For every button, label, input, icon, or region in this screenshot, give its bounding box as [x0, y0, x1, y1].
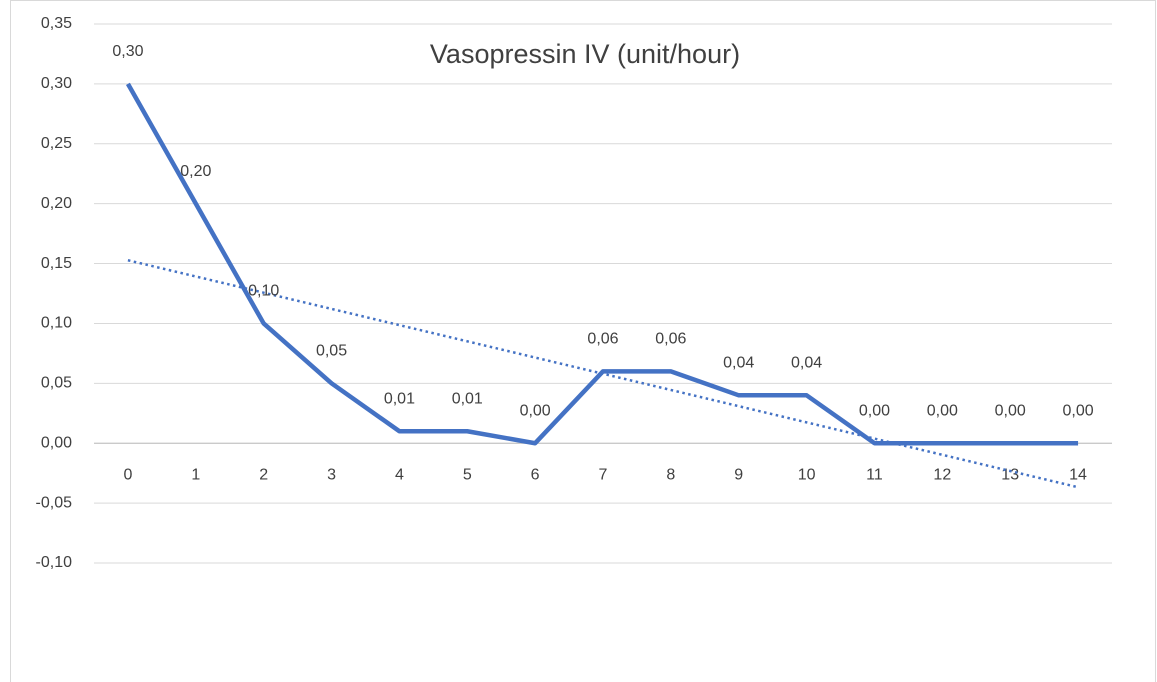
y-tick-label: 0,20	[41, 195, 72, 212]
x-tick-label: 7	[599, 466, 608, 483]
x-tick-label: 4	[395, 466, 404, 483]
y-tick-label: -0,05	[36, 494, 73, 511]
data-label: 0,04	[723, 355, 754, 372]
data-label: 0,00	[995, 402, 1026, 419]
data-label: 0,05	[316, 343, 347, 360]
y-tick-label: -0,10	[36, 554, 73, 571]
y-tick-label: 0,30	[41, 75, 72, 92]
x-tick-label: 9	[734, 466, 743, 483]
x-tick-label: 11	[866, 466, 883, 483]
x-tick-label: 2	[259, 466, 268, 483]
data-label: 0,00	[859, 402, 890, 419]
data-label: 0,04	[791, 355, 822, 372]
data-label: 0,01	[452, 390, 483, 407]
data-label: 0,20	[180, 163, 211, 180]
data-label: 0,30	[112, 43, 143, 60]
x-tick-label: 6	[531, 466, 540, 483]
y-tick-label: 0,35	[41, 15, 72, 32]
y-tick-label: 0,05	[41, 375, 72, 392]
data-label: 0,06	[655, 331, 686, 348]
data-label: 0,06	[587, 331, 618, 348]
y-tick-label: 0,10	[41, 315, 72, 332]
chart-frame	[10, 0, 1156, 682]
data-label: 0,00	[1062, 402, 1093, 419]
data-label: 0,00	[927, 402, 958, 419]
x-tick-label: 13	[1001, 466, 1019, 483]
y-tick-label: 0,00	[41, 434, 72, 451]
x-tick-label: 1	[191, 466, 200, 483]
x-tick-label: 5	[463, 466, 472, 483]
data-label: 0,01	[384, 390, 415, 407]
x-tick-label: 14	[1069, 466, 1087, 483]
x-tick-label: 10	[798, 466, 816, 483]
x-tick-label: 8	[666, 466, 675, 483]
x-tick-label: 3	[327, 466, 336, 483]
data-label: 0,00	[520, 402, 551, 419]
x-tick-label: 0	[123, 466, 132, 483]
y-tick-label: 0,15	[41, 255, 72, 272]
chart-title: Vasopressin IV (unit/hour)	[430, 39, 740, 69]
data-label: 0,10	[248, 283, 279, 300]
data-line	[125, 82, 1079, 446]
y-tick-label: 0,25	[41, 135, 72, 152]
x-tick-label: 12	[933, 466, 951, 483]
